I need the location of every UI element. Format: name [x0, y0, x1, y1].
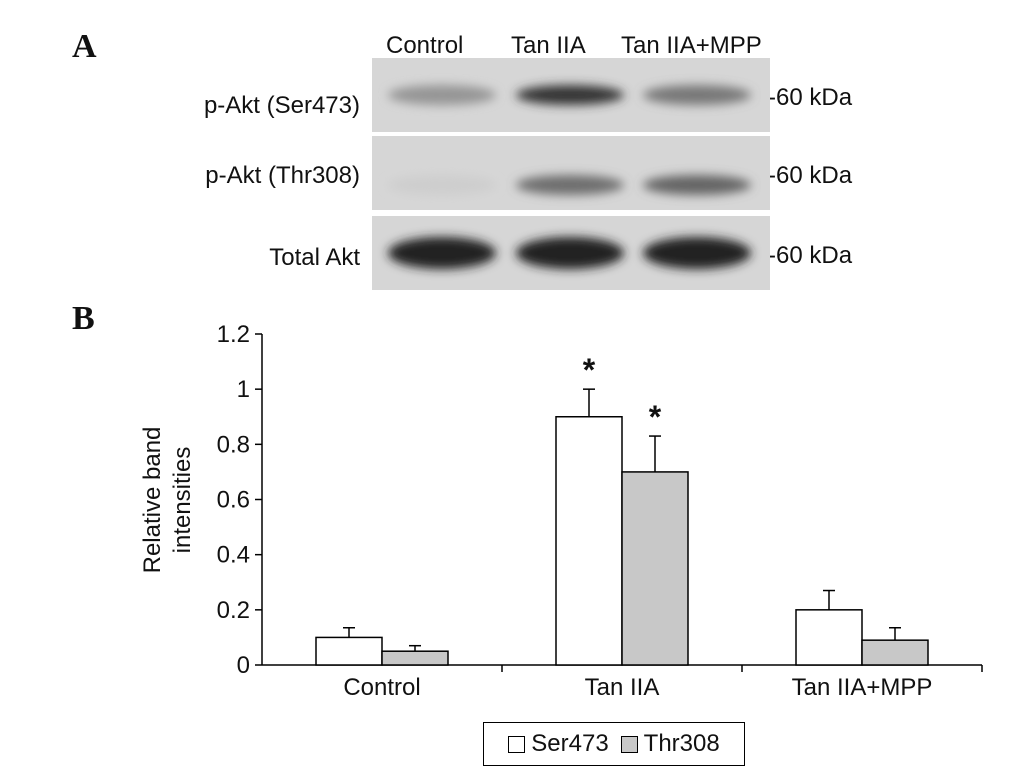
y-tick-label: 0.4: [217, 542, 250, 569]
blot-row-label-ser473: p-Akt (Ser473): [203, 92, 360, 119]
y-tick-label: 1: [237, 376, 250, 403]
y-tick-label: 0.2: [217, 597, 250, 624]
blot-row-label-thr308: p-Akt (Thr308): [205, 162, 360, 189]
bar-ser473-1: [555, 416, 623, 666]
legend-label-thr308: Thr308: [643, 730, 720, 757]
bar-thr308-0: [381, 650, 449, 666]
blot-band-1-0: [388, 175, 496, 195]
y-axis-title-line: intensities: [169, 447, 196, 554]
blot-strip-1: [372, 136, 770, 210]
y-tick-label: 0: [237, 652, 250, 679]
legend-swatch-ser473: [508, 735, 526, 753]
western-blot-svg: [372, 58, 770, 290]
panel-label-a: A: [72, 28, 97, 65]
blot-band-1-2: [643, 175, 751, 195]
blot-band-0-2: [643, 85, 751, 105]
blot-row-label-total-akt: Total Akt: [269, 244, 360, 271]
x-tick-label: Tan IIA+MPP: [792, 674, 933, 701]
bar-ser473-2: [795, 609, 863, 666]
kda-marker-total-akt: -60 kDa: [768, 242, 853, 269]
x-tick-label: Control: [343, 674, 420, 701]
legend-item-thr308: Thr308: [620, 730, 720, 758]
blot-band-2-1: [516, 237, 624, 269]
lane-label-tan-iia: Tan IIA: [511, 32, 586, 59]
blot-band-1-1: [516, 175, 624, 195]
chart-legend: Ser473 Thr308: [483, 722, 745, 766]
western-blot-image: [372, 58, 770, 290]
y-tick-label: 0.6: [217, 487, 250, 514]
legend-swatch-thr308: [620, 735, 638, 753]
blot-band-0-0: [388, 85, 496, 105]
y-axis-title: Relative band intensities: [139, 427, 196, 574]
y-tick-label: 1.2: [217, 321, 250, 348]
panel-label-b: B: [72, 300, 95, 337]
legend-label-ser473: Ser473: [531, 730, 609, 757]
blot-band-0-1: [516, 85, 624, 105]
bar-thr308-2: [861, 639, 929, 666]
significance-asterisk: *: [649, 399, 662, 435]
x-tick-label: Tan IIA: [585, 674, 660, 701]
lane-label-tan-iia-mpp: Tan IIA+MPP: [621, 32, 762, 59]
legend-item-ser473: Ser473: [508, 730, 609, 758]
y-axis-title-line: Relative band: [139, 427, 166, 574]
lane-label-control: Control: [386, 32, 464, 59]
kda-marker-ser473: -60 kDa: [768, 84, 853, 111]
y-tick-label: 0.8: [217, 431, 250, 458]
kda-marker-thr308: -60 kDa: [768, 162, 853, 189]
significance-asterisk: *: [583, 352, 596, 388]
blot-band-2-2: [643, 237, 751, 269]
blot-band-2-0: [388, 237, 496, 269]
bar-ser473-0: [315, 636, 383, 666]
bar-thr308-1: [621, 471, 689, 666]
